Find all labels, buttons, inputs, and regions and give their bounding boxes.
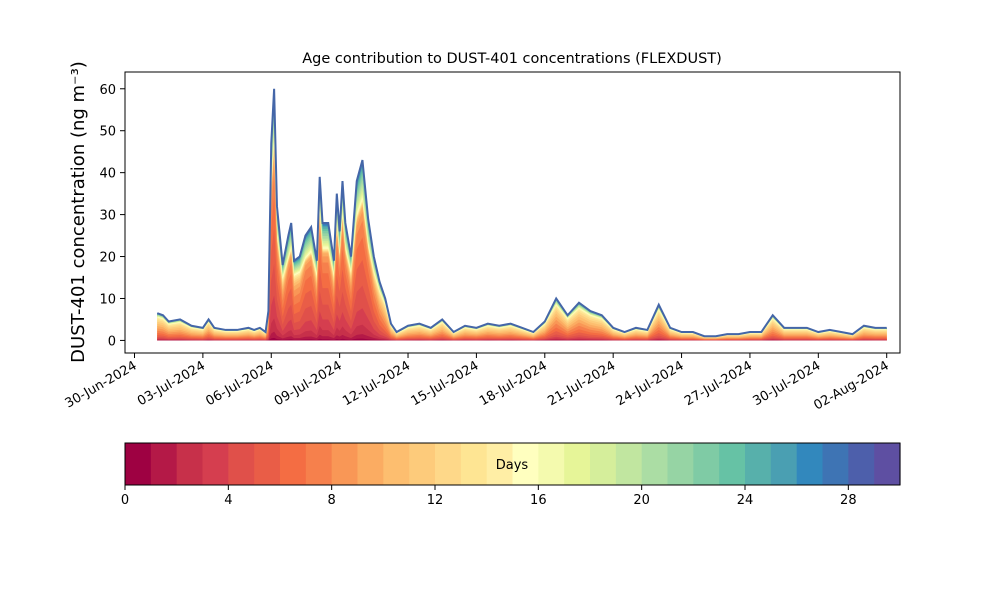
x-tick-label: 27-Jul-2024 [682,358,755,409]
colorbar-tick-label: 4 [224,493,232,508]
colorbar-swatch [176,443,204,485]
x-tick-label: 09-Jul-2024 [272,358,345,409]
y-tick-label: 40 [99,167,116,182]
age-layer-2 [157,318,887,341]
x-tick-label: 24-Jul-2024 [614,358,687,409]
colorbar-swatch [331,443,359,485]
y-tick-label: 60 [99,83,116,98]
age-colorbar [125,443,901,485]
age-layer-18 [157,127,887,341]
colorbar-swatch [822,443,849,485]
age-layer-21 [157,111,887,341]
age-layer-28 [157,89,887,341]
age-layer-14 [157,143,887,341]
colorbar-swatch [564,443,591,485]
age-layer-16 [157,137,887,341]
y-tick-label: 30 [99,209,116,224]
colorbar-swatch [615,443,643,485]
colorbar-swatch [693,443,720,485]
age-layer-17 [157,132,887,341]
age-layer-7 [157,173,887,341]
plot-frame [124,71,901,354]
age-layer-22 [157,106,887,341]
age-layer-3 [157,295,887,341]
colorbar-tick-label: 12 [427,493,444,508]
x-tick-label: 03-Jul-2024 [135,358,208,409]
x-axis: 30-Jun-202403-Jul-202406-Jul-202409-Jul-… [63,353,892,414]
colorbar-swatch [590,443,617,485]
y-tick-label: 0 [108,334,116,349]
colorbar-swatch [745,443,772,485]
x-tick-label: 15-Jul-2024 [409,358,482,409]
colorbar-tick-label: 8 [328,493,336,508]
colorbar-swatch [770,443,798,485]
age-layer-10 [157,150,887,341]
colorbar-swatch [280,443,307,485]
age-layer-8 [157,160,887,341]
colorbar-swatch [796,443,824,485]
colorbar-swatch [538,443,565,485]
colorbar-tick-label: 0 [121,493,129,508]
colorbar-swatch [667,443,694,485]
colorbar-tick-label: 20 [633,493,650,508]
colorbar-ticks: 0 4 8 12 16 20 24 28 [121,485,857,508]
colorbar-swatch [460,443,488,485]
total-concentration-line [156,88,887,338]
age-layer-24 [157,97,887,341]
age-layer-1 [157,331,887,341]
y-axis: 0 10 20 30 40 50 60 [99,83,125,349]
y-axis-label: DUST-401 concentration (ng m⁻³) [68,61,89,363]
colorbar-swatch [719,443,746,485]
age-layer-15 [157,140,887,341]
age-layer-9 [157,153,887,341]
x-tick-label: 18-Jul-2024 [477,358,550,409]
age-layer-26 [157,92,887,341]
colorbar-swatch [486,443,514,485]
colorbar-swatch [125,443,152,485]
y-tick-label: 10 [99,292,116,307]
colorbar-swatch [383,443,410,485]
age-layer-0 [157,337,887,341]
y-tick-label: 50 [99,125,116,140]
colorbar-swatch [228,443,255,485]
chart-title: Age contribution to DUST-401 concentrati… [302,51,722,67]
colorbar-swatch [435,443,462,485]
age-layer-23 [157,101,887,341]
x-tick-label: 21-Jul-2024 [545,358,618,409]
colorbar-swatch [512,443,539,485]
x-tick-label: 30-Jun-2024 [63,358,140,411]
age-layer-29 [157,88,887,341]
colorbar-frame [124,442,901,486]
colorbar-swatch [357,443,384,485]
colorbar-tick-label: 16 [530,493,547,508]
colorbar-tick-label: 28 [840,493,857,508]
age-layer-11 [157,149,887,341]
colorbar-swatch [305,443,333,485]
age-layer-20 [157,116,887,341]
colorbar-swatch [848,443,875,485]
stacked-age-layers [157,88,887,341]
colorbar-swatch [409,443,436,485]
x-tick-label: 06-Jul-2024 [203,358,276,409]
colorbar-swatch [202,443,229,485]
y-tick-label: 20 [99,251,116,266]
x-tick-label: 12-Jul-2024 [340,358,413,409]
age-layer-12 [157,147,887,341]
colorbar-swatch [254,443,281,485]
age-layer-27 [157,90,887,341]
colorbar-tick-label: 24 [737,493,754,508]
colorbar-label: Days [496,458,529,473]
age-layer-19 [157,122,887,341]
colorbar-swatch [150,443,178,485]
age-layer-13 [157,146,887,341]
colorbar-swatch [641,443,669,485]
x-tick-label: 02-Aug-2024 [811,358,891,413]
age-layer-25 [157,94,887,341]
colorbar-swatch [874,443,901,485]
